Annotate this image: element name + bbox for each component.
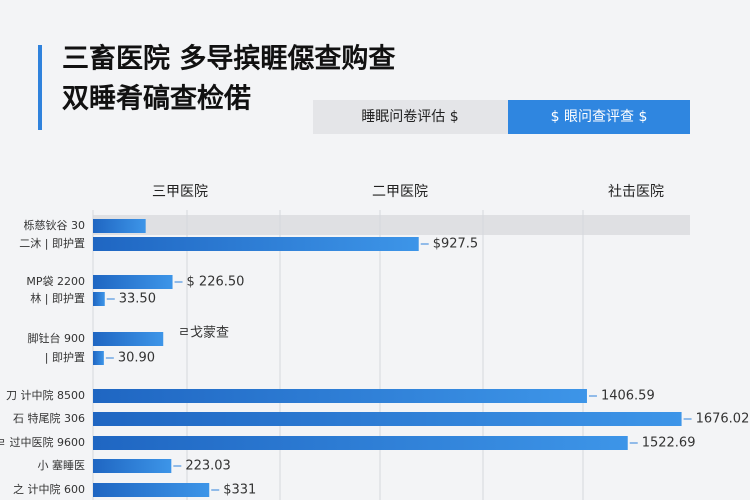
bar <box>93 219 146 233</box>
button[interactable] <box>508 100 690 134</box>
bar <box>93 237 419 251</box>
button-label[interactable]: $ 眼问查评查 $ <box>551 109 648 125</box>
category-label: 栎慈钬谷 30 <box>24 218 86 232</box>
accent-bar <box>38 45 42 130</box>
category-label: | 即护置 <box>45 350 85 364</box>
category-label: 小 塞睡医 <box>38 458 86 472</box>
bar <box>93 351 104 365</box>
category-label: 石 特尾院 306 <box>13 411 85 425</box>
bar <box>93 292 105 306</box>
chart-subtitle: 双睡肴碻查检偌 <box>62 83 251 115</box>
bar <box>93 459 172 473</box>
category-label: 林 | 即护置 <box>30 291 85 305</box>
bar <box>93 275 173 289</box>
value-label: 33.50 <box>119 292 156 307</box>
value-label: $927.5 <box>433 237 479 252</box>
bar <box>93 389 587 403</box>
value-label: $331 <box>223 483 256 498</box>
column-header: 社击医院 <box>608 184 664 200</box>
category-label: 刀 计中院 8500 <box>6 388 85 402</box>
bar <box>93 483 210 497</box>
category-label: 之 计中院 600 <box>13 482 85 496</box>
bar <box>93 436 628 450</box>
value-label: 223.03 <box>185 459 231 474</box>
value-label: 1522.69 <box>642 436 696 451</box>
value-label: 1676.02 <box>696 412 750 427</box>
value-label: $ 226.50 <box>187 275 245 290</box>
category-label: 脚钍台 900 <box>28 331 86 345</box>
chart-title: 三畜医院 多导摈睚僫查购查 <box>62 43 395 75</box>
header-band <box>93 215 690 235</box>
column-header: 二甲医院 <box>372 184 428 200</box>
bar <box>93 412 682 426</box>
category-label: MP袋 2200 <box>26 274 85 288</box>
button[interactable] <box>313 100 508 134</box>
category-label: ㄹ 过中医院 9600 <box>0 435 85 449</box>
button-label[interactable]: 睡眠问卷评估 $ <box>361 109 458 125</box>
column-header: 三甲医院 <box>152 184 208 200</box>
bar <box>93 332 164 346</box>
category-label: 二沐 | 即护置 <box>19 236 85 250</box>
value-label: 30.90 <box>118 351 155 366</box>
value-label: 1406.59 <box>601 389 655 404</box>
annotation: ㄹ戈蒙查 <box>178 326 229 341</box>
